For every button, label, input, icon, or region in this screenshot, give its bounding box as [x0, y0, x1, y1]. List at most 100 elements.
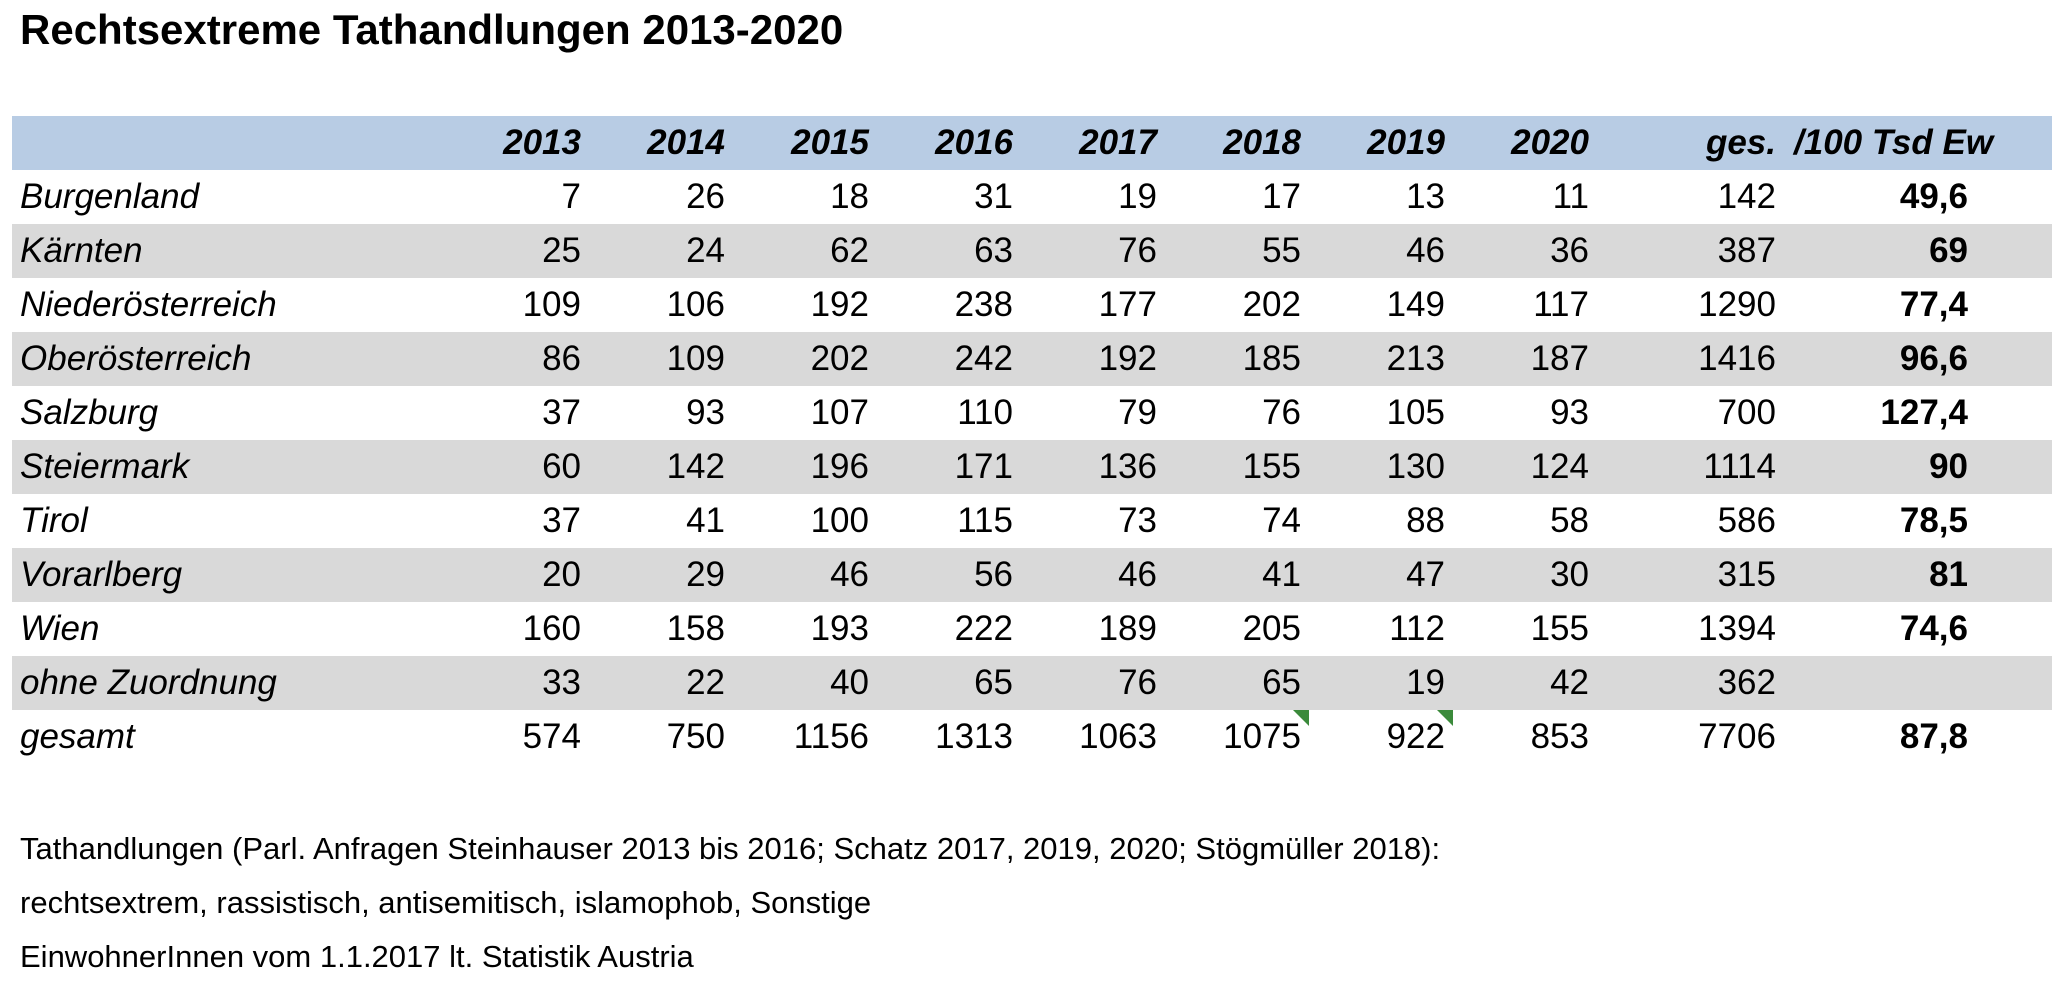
total-value: 7706 [1698, 717, 1776, 756]
cell-value: 79 [1118, 393, 1157, 432]
value-2018: 185 [1165, 332, 1309, 386]
value-2017: 1063 [1021, 710, 1165, 764]
value-2017: 76 [1021, 656, 1165, 710]
header-total: ges. [1705, 123, 1776, 162]
value-2019: 213 [1309, 332, 1453, 386]
value-2014: 142 [589, 440, 733, 494]
value-2013: 109 [445, 278, 589, 332]
value-2014: 158 [589, 602, 733, 656]
region-name: ohne Zuordnung [20, 663, 277, 702]
cell-value: 36 [1550, 231, 1589, 270]
cell-value: 60 [542, 447, 581, 486]
cell-value: 33 [542, 663, 581, 702]
cell-value: 93 [686, 393, 725, 432]
value-2016: 222 [877, 602, 1021, 656]
value-2015: 192 [733, 278, 877, 332]
cell-value: 106 [666, 285, 725, 324]
value-2018: 65 [1165, 656, 1309, 710]
cell-value: 46 [830, 555, 869, 594]
total-value: 1394 [1698, 609, 1776, 648]
value-2016: 242 [877, 332, 1021, 386]
cell-value: 750 [666, 717, 725, 756]
cell-value: 1075 [1223, 717, 1301, 756]
total-value: 1290 [1698, 285, 1776, 324]
cell-value: 42 [1550, 663, 1589, 702]
per-100k-value: 90 [1929, 447, 1968, 486]
value-2015: 193 [733, 602, 877, 656]
value-2017: 19 [1021, 170, 1165, 224]
table-row: Tirol 37 41 100 115 73 74 88 58 586 78,5 [12, 494, 2052, 548]
value-2016: 63 [877, 224, 1021, 278]
value-2018: 202 [1165, 278, 1309, 332]
cell-value: 29 [686, 555, 725, 594]
cell-value: 63 [974, 231, 1013, 270]
region-name: Steiermark [20, 447, 190, 486]
comment-indicator-icon[interactable] [1437, 710, 1453, 728]
cell-value: 100 [810, 501, 869, 540]
header-per-100k: /100 Tsd Ew [1794, 123, 1994, 162]
cell-value: 205 [1242, 609, 1301, 648]
cell-value: 117 [1533, 285, 1589, 324]
cell-value: 58 [1550, 501, 1589, 540]
cell-value: 86 [542, 339, 581, 378]
per-100k-value: 77,4 [1899, 285, 1968, 324]
region-name: Niederösterreich [20, 285, 277, 324]
cell-value: 192 [1098, 339, 1157, 378]
cell-value: 1156 [793, 717, 869, 756]
value-2017: 46 [1021, 548, 1165, 602]
value-2018: 76 [1165, 386, 1309, 440]
table-row: Kärnten 25 24 62 63 76 55 46 36 387 69 [12, 224, 2052, 278]
value-2013: 574 [445, 710, 589, 764]
cell-value: 238 [954, 285, 1013, 324]
per-100k-value: 78,5 [1899, 501, 1968, 540]
value-2016: 56 [877, 548, 1021, 602]
region-name: Salzburg [20, 393, 159, 432]
per-100k-value: 87,8 [1899, 717, 1968, 756]
value-2013: 7 [445, 170, 589, 224]
value-2018: 17 [1165, 170, 1309, 224]
value-2014: 109 [589, 332, 733, 386]
cell-value: 158 [666, 609, 725, 648]
cell-value: 22 [686, 663, 725, 702]
value-2018: 41 [1165, 548, 1309, 602]
cell-value: 222 [954, 609, 1013, 648]
value-2013: 160 [445, 602, 589, 656]
per-100k-value [1784, 656, 2052, 710]
value-2018: 74 [1165, 494, 1309, 548]
cell-value: 112 [1389, 609, 1445, 648]
value-2013: 20 [445, 548, 589, 602]
cell-value: 18 [830, 177, 869, 216]
comment-indicator-icon[interactable] [1293, 710, 1309, 728]
value-2019: 130 [1309, 440, 1453, 494]
per-100k-value: 127,4 [1880, 393, 1968, 432]
cell-value: 242 [954, 339, 1013, 378]
cell-value: 189 [1098, 609, 1157, 648]
value-2019: 13 [1309, 170, 1453, 224]
cell-value: 65 [1262, 663, 1301, 702]
table-row: Steiermark 60 142 196 171 136 155 130 124 1114 90 [12, 440, 2052, 494]
value-2013: 33 [445, 656, 589, 710]
value-2020: 853 [1453, 710, 1597, 764]
cell-value: 196 [810, 447, 869, 486]
per-100k-value: 49,6 [1899, 177, 1968, 216]
value-2017: 177 [1021, 278, 1165, 332]
total-value: 362 [1717, 663, 1776, 702]
value-2014: 41 [589, 494, 733, 548]
total-value: 700 [1717, 393, 1776, 432]
cell-value: 88 [1406, 501, 1445, 540]
value-2013: 37 [445, 386, 589, 440]
value-2016: 171 [877, 440, 1021, 494]
value-2016: 65 [877, 656, 1021, 710]
value-2015: 100 [733, 494, 877, 548]
cell-value: 105 [1386, 393, 1445, 432]
cell-value: 65 [974, 663, 1013, 702]
value-2015: 107 [733, 386, 877, 440]
cell-value: 1313 [935, 717, 1013, 756]
header-2013: 2013 [503, 123, 581, 162]
value-2017: 189 [1021, 602, 1165, 656]
total-value: 315 [1717, 555, 1776, 594]
cell-value: 110 [957, 393, 1013, 432]
per-100k-value: 81 [1929, 555, 1968, 594]
cell-value: 185 [1242, 339, 1301, 378]
cell-value: 115 [957, 501, 1013, 540]
